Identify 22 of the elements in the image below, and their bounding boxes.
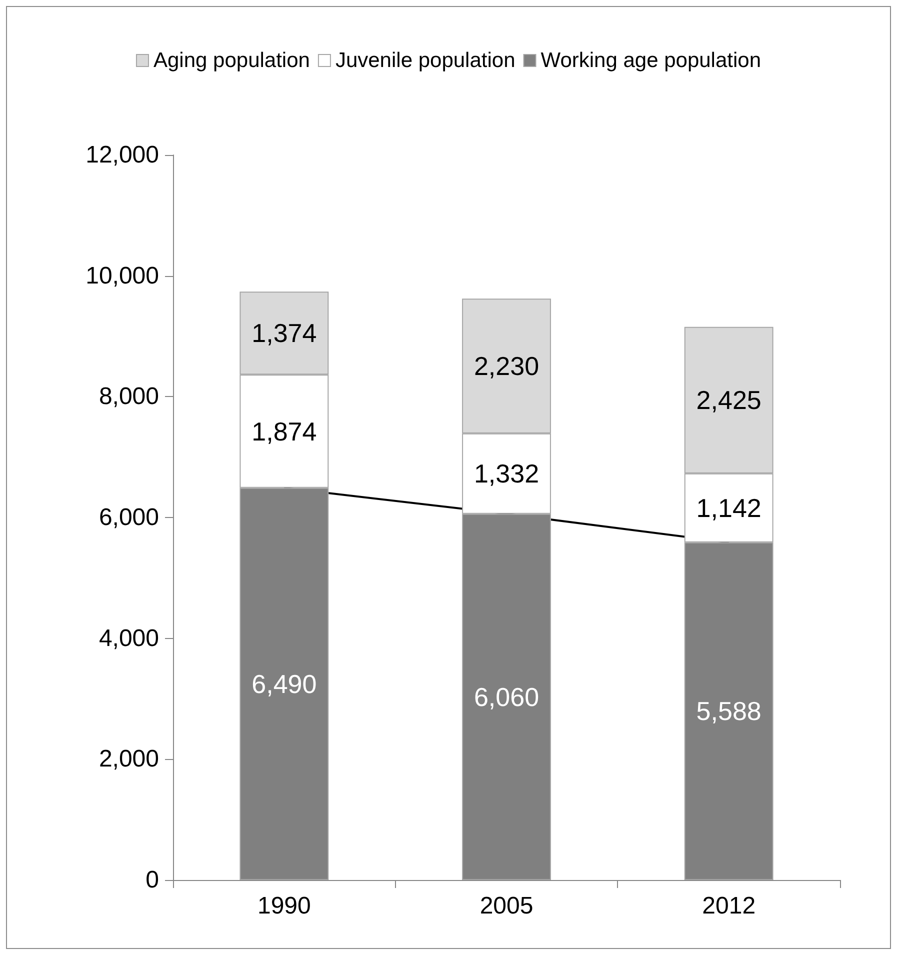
y-tick-label: 0 <box>146 866 159 894</box>
legend-label: Working age population <box>540 49 762 72</box>
data-label: 2,425 <box>696 385 762 416</box>
data-label: 1,332 <box>474 458 540 489</box>
y-tick-label: 10,000 <box>86 262 159 290</box>
data-label: 1,874 <box>252 416 317 446</box>
x-tick-label: 2012 <box>702 892 756 920</box>
data-label: 2,230 <box>474 351 540 382</box>
x-tick-label: 1990 <box>257 892 311 920</box>
data-label: 6,490 <box>252 668 317 699</box>
y-tick-label: 6,000 <box>98 504 159 531</box>
y-tick-label: 12,000 <box>86 142 159 168</box>
x-tick-label: 2005 <box>480 892 534 920</box>
y-tick-label: 8,000 <box>98 383 159 410</box>
data-label: 6,060 <box>474 682 540 712</box>
y-tick-label: 2,000 <box>98 746 159 773</box>
y-tick-label: 4,000 <box>98 624 159 652</box>
data-label: 5,588 <box>696 696 762 726</box>
legend-label: Aging population <box>153 49 310 72</box>
legend-label: Juvenile population <box>335 49 516 72</box>
data-label: 1,142 <box>696 492 762 523</box>
data-label: 1,374 <box>252 318 317 348</box>
